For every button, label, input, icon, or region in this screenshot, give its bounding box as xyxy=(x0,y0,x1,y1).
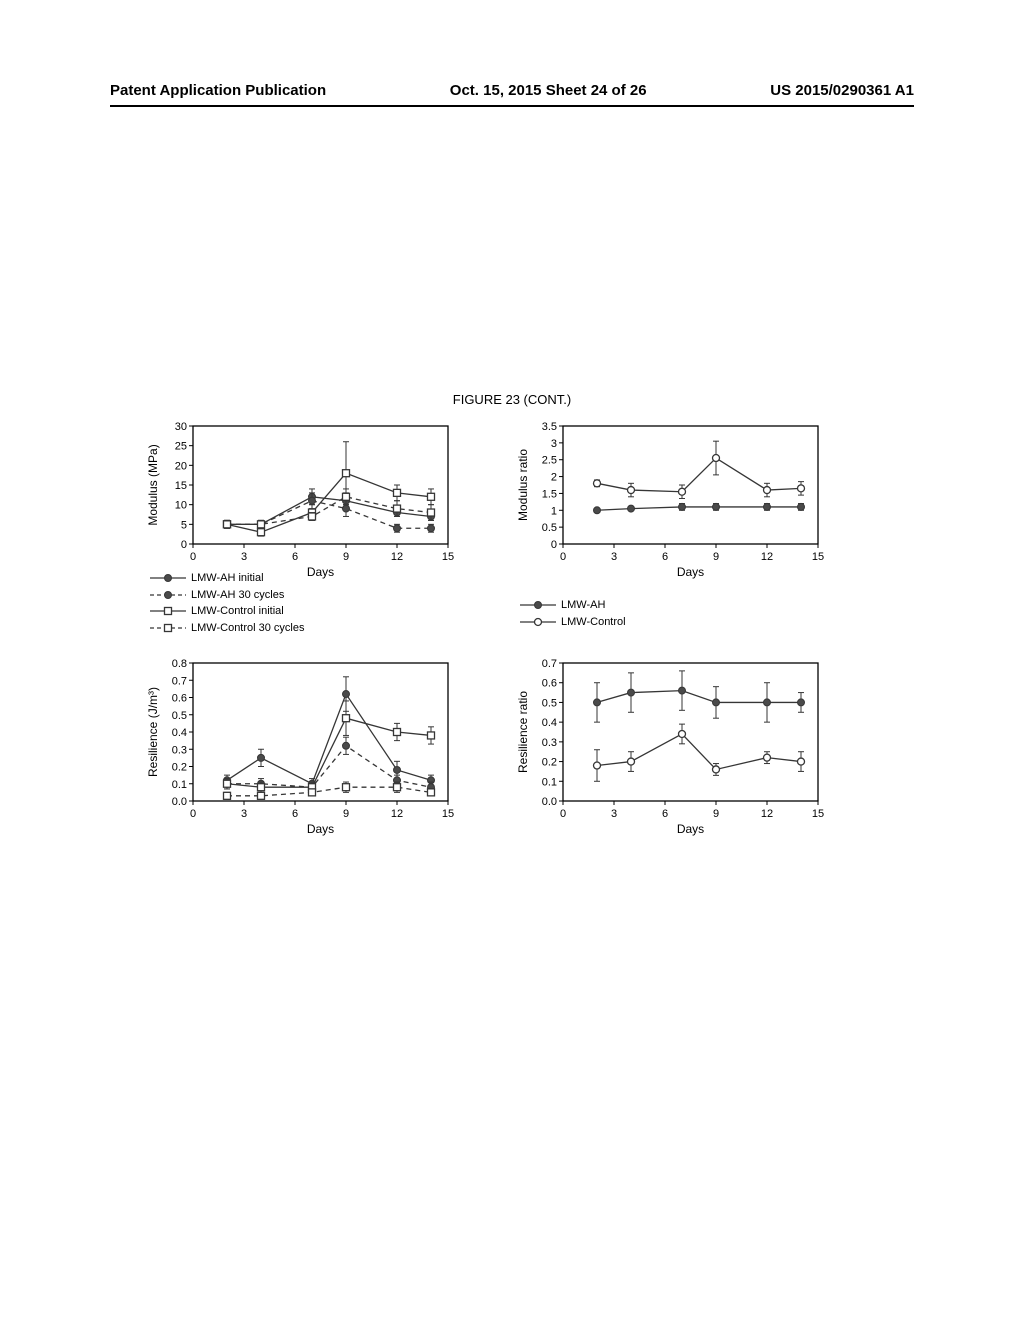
header-center: Oct. 15, 2015 Sheet 24 of 26 xyxy=(450,82,647,99)
svg-text:6: 6 xyxy=(292,551,298,563)
legend-item: LMW-AH initial xyxy=(150,570,305,587)
svg-text:0.2: 0.2 xyxy=(542,757,557,769)
svg-text:0: 0 xyxy=(181,539,187,551)
legend-item: LMW-Control xyxy=(520,614,626,631)
svg-text:Days: Days xyxy=(677,822,704,836)
svg-text:0.3: 0.3 xyxy=(172,744,187,756)
svg-text:0.7: 0.7 xyxy=(542,658,557,670)
svg-text:20: 20 xyxy=(175,460,187,472)
svg-text:3: 3 xyxy=(611,551,617,563)
svg-text:1: 1 xyxy=(551,505,557,517)
svg-text:25: 25 xyxy=(175,441,187,453)
svg-text:15: 15 xyxy=(442,551,454,563)
svg-text:6: 6 xyxy=(662,551,668,563)
resilience-ratio-chart-svg: 0.0 0.1 0.2 0.3 0.4 0.5 0.6 0.7 0 3 6 9 12 15 Resilien… xyxy=(515,655,845,850)
svg-text:0.0: 0.0 xyxy=(542,796,557,808)
svg-text:15: 15 xyxy=(442,808,454,820)
legend-label: LMW-AH initial xyxy=(191,570,264,587)
legend-item: LMW-AH xyxy=(520,597,626,614)
svg-text:0.4: 0.4 xyxy=(542,717,557,729)
svg-text:9: 9 xyxy=(343,808,349,820)
svg-text:10: 10 xyxy=(175,500,187,512)
svg-text:0.8: 0.8 xyxy=(172,658,187,670)
svg-text:9: 9 xyxy=(713,551,719,563)
legend-label: LMW-Control initial xyxy=(191,603,284,620)
header-left: Patent Application Publication xyxy=(110,82,326,99)
legend-item: LMW-AH 30 cycles xyxy=(150,587,305,604)
header-divider xyxy=(110,105,914,107)
svg-text:Days: Days xyxy=(307,822,334,836)
svg-text:0.2: 0.2 xyxy=(172,762,187,774)
svg-text:Days: Days xyxy=(307,565,334,579)
svg-text:6: 6 xyxy=(292,808,298,820)
svg-text:9: 9 xyxy=(713,808,719,820)
svg-text:0.5: 0.5 xyxy=(172,710,187,722)
svg-text:12: 12 xyxy=(761,808,773,820)
svg-text:0.7: 0.7 xyxy=(172,675,187,687)
svg-text:2: 2 xyxy=(551,472,557,484)
svg-text:Resilience ratio: Resilience ratio xyxy=(516,691,530,773)
svg-text:0.5: 0.5 xyxy=(542,522,557,534)
svg-text:0.4: 0.4 xyxy=(172,727,187,739)
svg-text:12: 12 xyxy=(761,551,773,563)
svg-text:3: 3 xyxy=(241,551,247,563)
svg-text:0.1: 0.1 xyxy=(172,779,187,791)
svg-text:0: 0 xyxy=(190,551,196,563)
svg-text:0: 0 xyxy=(551,539,557,551)
svg-text:Modulus ratio: Modulus ratio xyxy=(516,449,530,521)
legend-label: LMW-AH 30 cycles xyxy=(191,587,284,604)
svg-text:Days: Days xyxy=(677,565,704,579)
resilience-chart: 0.0 0.1 0.2 0.3 0.4 0.5 0.6 0.7 0.8 0 3 6 9 12 15 Resil… xyxy=(145,655,475,855)
legend-label: LMW-AH xyxy=(561,597,605,614)
svg-text:3: 3 xyxy=(551,438,557,450)
svg-text:0: 0 xyxy=(190,808,196,820)
legend-label: LMW-Control 30 cycles xyxy=(191,620,305,637)
svg-text:12: 12 xyxy=(391,808,403,820)
svg-text:3: 3 xyxy=(611,808,617,820)
resilience-ratio-chart: 0.0 0.1 0.2 0.3 0.4 0.5 0.6 0.7 0 3 6 9 12 15 Resilien… xyxy=(515,655,845,855)
svg-text:0.6: 0.6 xyxy=(172,693,187,705)
legend-item: LMW-Control initial xyxy=(150,603,305,620)
svg-text:15: 15 xyxy=(812,808,824,820)
svg-text:Modulus (MPa): Modulus (MPa) xyxy=(146,444,160,525)
patent-header: Patent Application Publication Oct. 15, … xyxy=(110,82,914,99)
svg-text:0: 0 xyxy=(560,808,566,820)
svg-text:0.5: 0.5 xyxy=(542,697,557,709)
legend-label: LMW-Control xyxy=(561,614,626,631)
svg-text:0.0: 0.0 xyxy=(172,796,187,808)
svg-text:6: 6 xyxy=(662,808,668,820)
svg-text:15: 15 xyxy=(812,551,824,563)
svg-text:Resilience (J/m³): Resilience (J/m³) xyxy=(146,687,160,777)
legend-item: LMW-Control 30 cycles xyxy=(150,620,305,637)
svg-text:3.5: 3.5 xyxy=(542,421,557,433)
svg-text:12: 12 xyxy=(391,551,403,563)
svg-text:0.6: 0.6 xyxy=(542,678,557,690)
modulus-ratio-chart-svg: 0 0.5 1 1.5 2 2.5 3 3.5 0 3 6 9 12 15 Modulus ratio Day… xyxy=(515,418,845,598)
svg-text:30: 30 xyxy=(175,421,187,433)
figure-title: FIGURE 23 (CONT.) xyxy=(0,392,1024,407)
svg-text:5: 5 xyxy=(181,519,187,531)
svg-text:3: 3 xyxy=(241,808,247,820)
legend-right-1: LMW-AHLMW-Control xyxy=(520,597,626,630)
svg-text:1.5: 1.5 xyxy=(542,488,557,500)
resilience-chart-svg: 0.0 0.1 0.2 0.3 0.4 0.5 0.6 0.7 0.8 0 3 6 9 12 15 Resil… xyxy=(145,655,475,850)
svg-text:2.5: 2.5 xyxy=(542,455,557,467)
svg-text:9: 9 xyxy=(343,551,349,563)
modulus-ratio-chart: 0 0.5 1 1.5 2 2.5 3 3.5 0 3 6 9 12 15 Modulus ratio Day… xyxy=(515,418,845,603)
header-right: US 2015/0290361 A1 xyxy=(770,82,914,99)
svg-text:0: 0 xyxy=(560,551,566,563)
svg-text:0.3: 0.3 xyxy=(542,737,557,749)
legend-left-1: LMW-AH initialLMW-AH 30 cyclesLMW-Contro… xyxy=(150,570,305,636)
svg-text:0.1: 0.1 xyxy=(542,776,557,788)
chart-row-2: 0.0 0.1 0.2 0.3 0.4 0.5 0.6 0.7 0.8 0 3 6 9 12 15 Resil… xyxy=(145,655,919,855)
svg-text:15: 15 xyxy=(175,480,187,492)
